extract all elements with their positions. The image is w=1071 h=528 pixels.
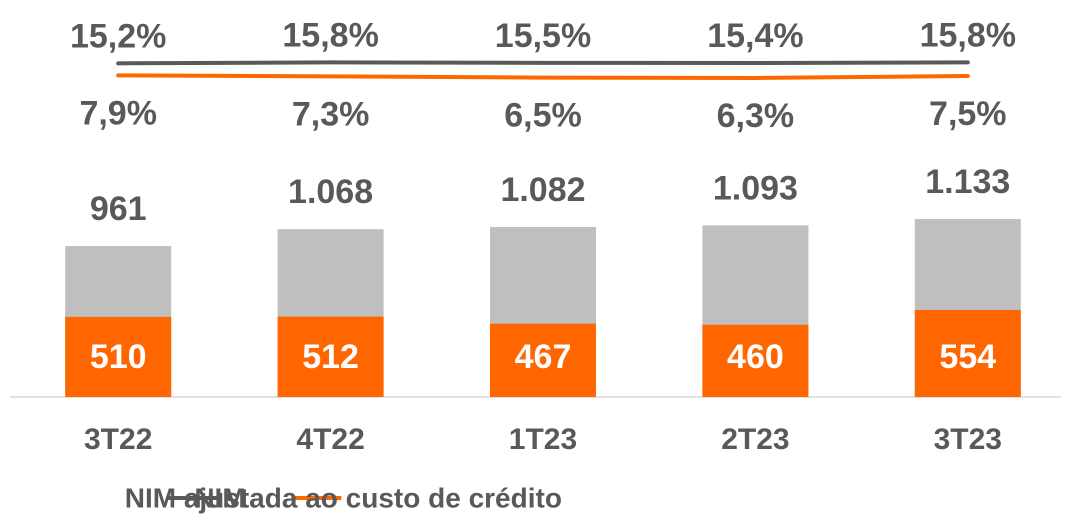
data-label: 460 <box>727 338 784 376</box>
legend-label: NIM ajustada ao custo de crédito <box>125 482 562 513</box>
x-tick-label: 3T22 <box>84 423 152 456</box>
bar <box>490 323 596 397</box>
data-label: 15,8% <box>920 16 1016 54</box>
x-tick-label: 1T23 <box>509 423 577 456</box>
data-label: 15,2% <box>70 17 166 55</box>
data-label: 7,3% <box>292 95 370 133</box>
data-label: 7,5% <box>929 95 1007 133</box>
bar <box>277 316 384 397</box>
data-label: 510 <box>90 338 147 376</box>
bar <box>702 324 809 397</box>
data-label: 7,9% <box>79 94 157 132</box>
x-tick-label: 4T22 <box>296 423 364 456</box>
x-tick-label: 2T23 <box>721 423 789 456</box>
line <box>116 73 970 80</box>
data-label: 6,5% <box>504 97 582 135</box>
data-label: 6,3% <box>717 97 795 135</box>
bar <box>65 316 172 397</box>
data-label: 961 <box>90 190 147 228</box>
data-label: 15,5% <box>495 17 591 55</box>
data-label: 15,8% <box>282 16 378 54</box>
line <box>116 60 970 66</box>
bar <box>914 309 1021 397</box>
legend-label: NIM <box>194 482 245 513</box>
data-label: 1.133 <box>925 163 1010 201</box>
data-label: 512 <box>302 338 359 376</box>
x-tick-label: 3T23 <box>934 423 1002 456</box>
data-label: 1.068 <box>288 173 373 211</box>
data-label: 554 <box>939 338 996 376</box>
data-label: 1.093 <box>713 169 798 207</box>
data-label: 15,4% <box>707 17 803 55</box>
data-label: 1.082 <box>500 171 585 209</box>
data-label: 467 <box>515 338 572 376</box>
